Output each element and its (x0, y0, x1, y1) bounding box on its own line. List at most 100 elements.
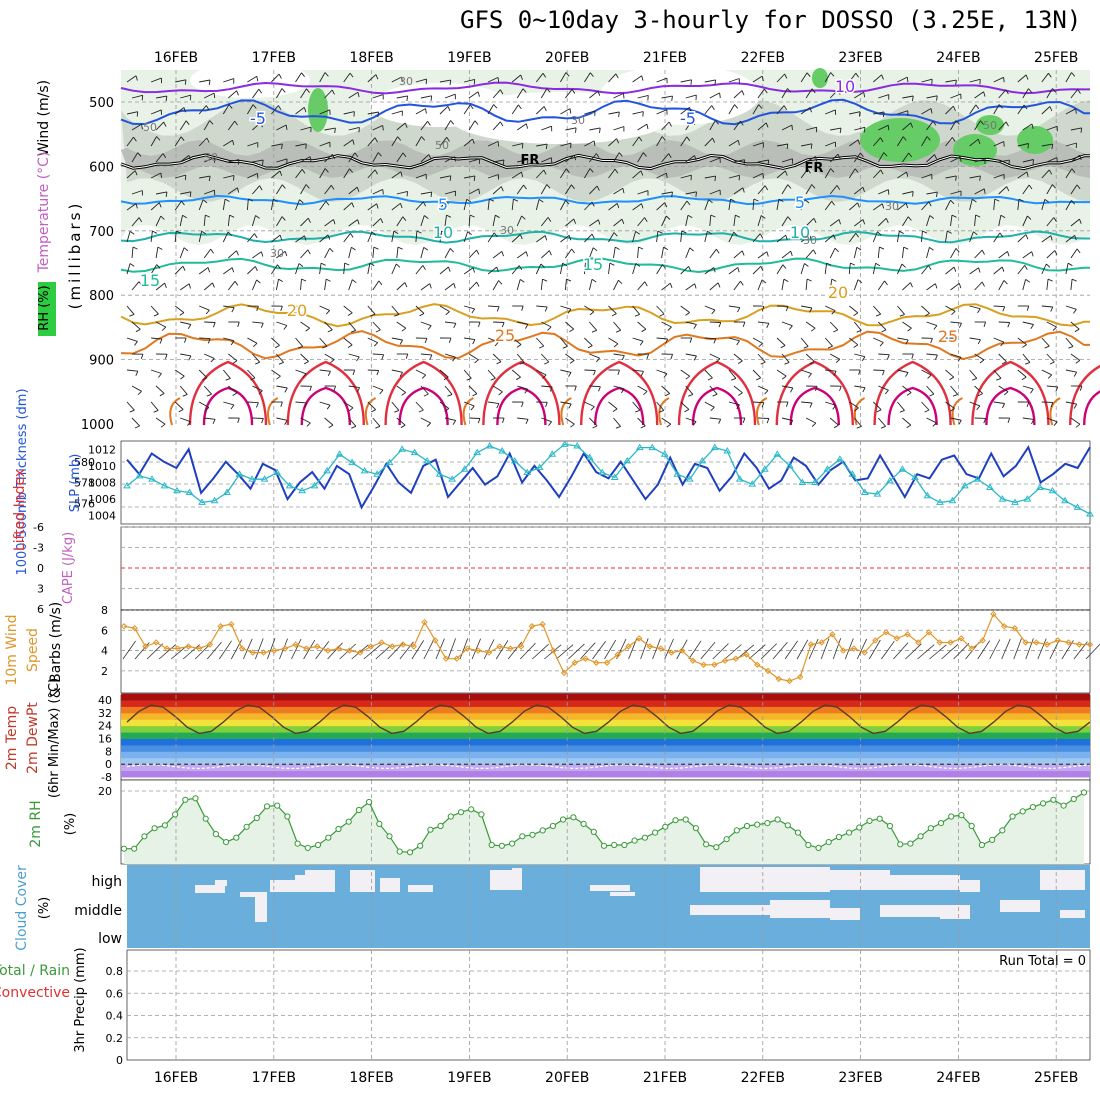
wind-barb (661, 247, 664, 259)
temp-contour-label-1: -5 (250, 109, 266, 128)
wind-barb (536, 143, 548, 147)
wind-barb (511, 74, 521, 83)
wind-barb (420, 121, 428, 131)
wind-barb (584, 369, 596, 371)
temp-tick-2: 24 (98, 720, 112, 733)
wind-barb (680, 265, 689, 275)
date-label-bottom-8: 24FEB (936, 1070, 980, 1086)
slp-point (560, 440, 569, 447)
wind-barb (661, 95, 673, 99)
rh2m-point (325, 834, 332, 841)
wind-barb-flag (971, 198, 977, 203)
wind-barb-10m (1001, 638, 1011, 660)
wind-barb (902, 152, 910, 163)
wind-barb-flag (573, 218, 577, 224)
wind-barb-flag (376, 370, 380, 376)
wind-barb-flag (357, 92, 360, 98)
wind-barb (198, 105, 207, 115)
cloud-level-low: low (98, 931, 122, 947)
wind-barb-flag (641, 75, 644, 81)
cloud-clear-21 (830, 908, 860, 920)
wind-barb-flag (1001, 403, 1006, 409)
slp-point (886, 476, 894, 484)
wind-barb (849, 111, 861, 115)
wind-barb (343, 401, 354, 409)
wind-barb (348, 321, 357, 331)
wind-barb (998, 251, 1008, 259)
wind-barb (126, 203, 137, 211)
slp-point (410, 448, 419, 456)
wind-barb (324, 279, 327, 291)
wind-barb-10m (218, 640, 232, 660)
wind-barb-10m (868, 639, 881, 660)
wind-barb (950, 283, 960, 291)
wind-barb (781, 417, 793, 421)
wind-barb-flag (493, 232, 498, 238)
wind-barb (420, 215, 425, 227)
wind-barb (896, 231, 900, 243)
wind-barb (848, 168, 856, 179)
axis-label-lifted-index: Lifted Index (12, 469, 28, 551)
wind-barb (998, 159, 1010, 163)
temp-band-1 (121, 764, 1090, 772)
wind-barb-flag (880, 425, 886, 429)
axis-label-wind: Wind (m/s) (36, 80, 52, 156)
rh2m-point (560, 816, 567, 823)
wind-barb (757, 251, 768, 259)
wind-barb-flag (303, 107, 307, 113)
wind-barb (584, 337, 593, 347)
wind-barb-flag (402, 152, 407, 158)
wind-barb (536, 369, 547, 376)
wind-barb (396, 122, 406, 131)
wind-barb-flag (613, 232, 618, 237)
slp-point (685, 475, 694, 482)
wind-barb-10m (748, 644, 766, 660)
wind-speed-point (700, 661, 707, 668)
wind-barb (295, 263, 300, 275)
wind-barb-flag (1048, 169, 1053, 175)
wind-barb-flag (427, 325, 432, 330)
wind-barb (897, 171, 907, 179)
wind-barb (541, 125, 552, 131)
wind-barb (179, 215, 183, 227)
wind-barb-flag (329, 247, 334, 253)
wind-barb (829, 153, 839, 163)
wind-barb-flag (225, 377, 231, 381)
wind-barb-flag (134, 425, 140, 429)
wind-barb (637, 321, 647, 330)
wind-barb (829, 219, 840, 227)
wind-barb (902, 216, 909, 227)
wind-barb-flag (906, 77, 909, 83)
axis-label-precip-a: Total / Rain (0, 963, 70, 979)
wind-barb (830, 127, 842, 131)
wind-barb (1070, 279, 1073, 291)
wind-barb (174, 369, 185, 377)
wind-barb (1046, 157, 1058, 163)
wind-barb-flag (307, 249, 311, 255)
wind-barb (709, 417, 721, 420)
wind-barb (565, 248, 572, 259)
wind-barb-flag (447, 393, 453, 397)
slp-point (998, 495, 1007, 502)
wind-barb-flag (255, 361, 260, 365)
wind-barb (1070, 218, 1080, 227)
wind-barb-flag (565, 168, 570, 173)
axis-label-rh2m: 2m RH (28, 800, 44, 847)
wind-barb-flag (936, 192, 938, 198)
wind-barb-flag (591, 201, 595, 207)
wind-barb (877, 152, 885, 163)
rh2m-point (120, 845, 128, 852)
wind-barb-flag (856, 246, 862, 251)
wind-barb-flag (135, 203, 138, 209)
slp-point (898, 465, 907, 472)
cloud-clear-8 (380, 878, 400, 892)
wind-barb-flag (430, 95, 433, 101)
wind-barb (276, 417, 288, 421)
wind-barb-10m (447, 638, 456, 660)
wind-barb-flag (1030, 324, 1034, 329)
wind-barb (1041, 369, 1052, 376)
wind-barb (271, 337, 280, 346)
wind-barb-flag (404, 282, 408, 288)
wind-barb-10m (122, 640, 136, 660)
